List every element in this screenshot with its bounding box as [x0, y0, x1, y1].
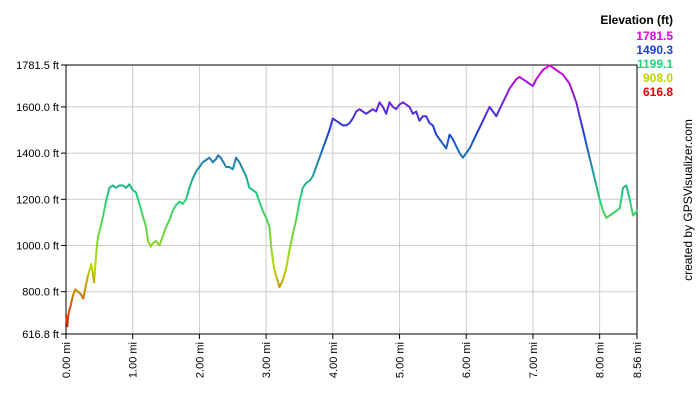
- y-tick-label: 616.8 ft: [22, 329, 59, 341]
- x-tick-label: 6.00 mi: [461, 342, 473, 378]
- x-tick-label: 0.00 mi: [61, 342, 73, 378]
- y-tick-label: 1781.5 ft: [16, 60, 59, 72]
- credit-text: created by GPSVisualizer.com: [681, 119, 695, 281]
- x-tick-label: 7.00 mi: [528, 342, 540, 378]
- chart-axes: [61, 64, 638, 339]
- y-tick-label: 1200.0 ft: [16, 194, 59, 206]
- legend-entry: 1781.5: [636, 29, 673, 43]
- legend-entry: 616.8: [642, 85, 673, 99]
- x-tick-label: 3.00 mi: [261, 342, 273, 378]
- elevation-line: [65, 64, 638, 328]
- y-tick-label: 1600.0 ft: [16, 102, 59, 114]
- legend-entries: 1781.5 1490.3 1199.1 908.0 616.8: [600, 29, 673, 99]
- legend: Elevation (ft) 1781.5 1490.3 1199.1 908.0 61…: [600, 13, 673, 99]
- x-tick-label: 8.00 mi: [595, 342, 607, 378]
- x-tick-label: 2.00 mi: [194, 342, 206, 378]
- legend-entry: 908.0: [642, 71, 673, 85]
- x-tick-label: 5.00 mi: [395, 342, 407, 378]
- plot-frame: [65, 64, 638, 335]
- legend-entry: 1199.1: [636, 57, 673, 71]
- x-tick-label: 1.00 mi: [128, 342, 140, 378]
- elevation-series: [65, 64, 638, 328]
- y-tick-labels: 616.8 ft 800.0 ft 1000.0 ft 1200.0 ft 1400.0…: [16, 60, 59, 341]
- y-tick-label: 800.0 ft: [22, 287, 59, 299]
- legend-entry: 1490.3: [636, 43, 673, 57]
- x-tick-label: 8.56 mi: [632, 342, 644, 378]
- legend-title: Elevation (ft): [600, 13, 673, 27]
- chart-grid: [65, 64, 638, 335]
- x-tick-label: 4.00 mi: [328, 342, 340, 378]
- x-tick-labels: 0.00 mi 1.00 mi 2.00 mi 3.00 mi 4.00 mi 5.00 …: [61, 342, 644, 378]
- y-tick-label: 1400.0 ft: [16, 148, 59, 160]
- y-tick-label: 1000.0 ft: [16, 240, 59, 252]
